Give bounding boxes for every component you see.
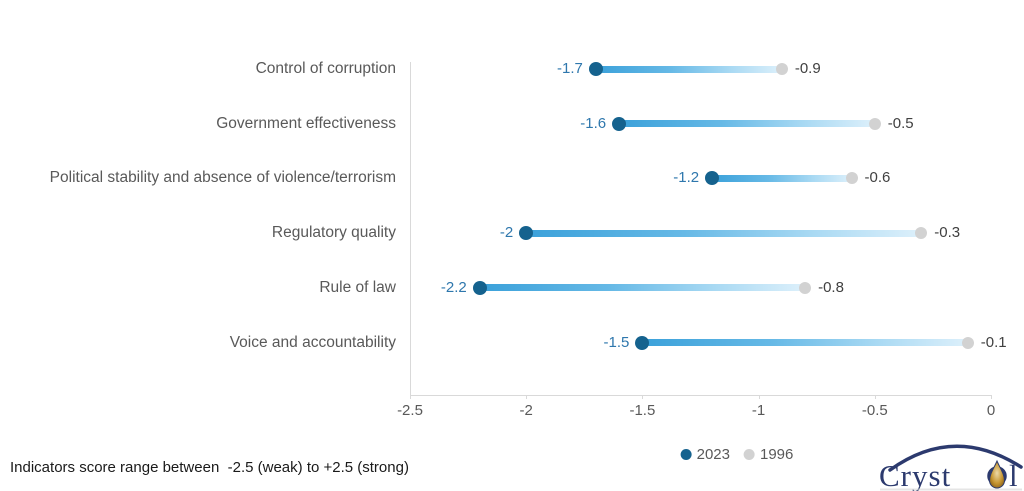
category-label: Rule of law — [319, 278, 396, 296]
dumbbell-connector-bar — [595, 65, 782, 73]
series-2023-dot — [519, 226, 534, 241]
series-1996-value-label: -0.5 — [887, 114, 914, 132]
logo-underline-strip — [880, 488, 1022, 491]
x-axis-tick — [410, 395, 411, 399]
x-axis-tick — [991, 395, 992, 399]
x-axis-tick — [642, 395, 644, 399]
logo-text-prefix: Cryst — [879, 458, 951, 491]
x-axis-tick-label: -1 — [751, 402, 766, 419]
series-1996-value-label: -0.9 — [794, 60, 821, 77]
series-1996-value-label: -0.1 — [980, 333, 1007, 351]
series-2023-value-label: -2 — [499, 224, 514, 242]
x-axis-tick-label: 0 — [986, 402, 996, 419]
dumbbell-connector-bar — [526, 229, 922, 237]
x-axis-line — [410, 395, 992, 396]
logo-oil-drop-icon — [988, 459, 1006, 489]
dumbbell-connector-bar — [642, 339, 968, 346]
series-2023-dot — [705, 171, 720, 186]
series-1996-dot — [961, 336, 974, 349]
series-2023-dot — [612, 116, 627, 131]
chart-legend: 2023 1996 — [680, 446, 793, 463]
series-2023-dot — [635, 335, 650, 350]
legend-dot-icon — [680, 449, 692, 460]
logo-text-suffix: l — [1009, 458, 1018, 491]
series-2023-value-label: -1.7 — [557, 60, 583, 77]
series-2023-dot — [472, 280, 487, 295]
series-1996-dot — [799, 281, 812, 294]
series-1996-dot — [775, 63, 788, 75]
legend-dot-icon — [744, 449, 755, 460]
legend-label: 2023 — [696, 446, 730, 463]
legend-item-2023: 2023 — [680, 446, 730, 463]
legend-item-1996: 1996 — [744, 446, 793, 463]
dumbbell-connector-bar — [619, 120, 875, 128]
series-2023-dot — [588, 62, 603, 76]
score-range-note: Indicators score range between -2.5 (wea… — [10, 459, 409, 476]
legend-label: 1996 — [760, 446, 794, 463]
series-1996-value-label: -0.8 — [818, 278, 844, 296]
logo-swoosh-arc — [888, 444, 1023, 472]
series-1996-value-label: -0.6 — [864, 169, 891, 187]
dumbbell-connector-bar — [479, 284, 806, 292]
x-axis-tick — [874, 395, 876, 399]
category-label: Voice and accountability — [229, 333, 396, 351]
x-axis-tick — [526, 395, 528, 399]
y-axis-line — [410, 62, 411, 395]
category-label: Control of corruption — [255, 60, 396, 77]
category-label: Political stability and absence of viole… — [49, 169, 396, 187]
dumbbell-connector-bar — [712, 174, 852, 182]
x-axis-tick-label: -0.5 — [861, 402, 888, 419]
series-2023-value-label: -2.2 — [440, 278, 467, 296]
x-axis-tick-label: -2 — [519, 402, 533, 419]
series-1996-dot — [845, 172, 858, 185]
series-1996-value-label: -0.3 — [934, 224, 961, 242]
series-1996-dot — [915, 227, 928, 240]
series-1996-dot — [868, 117, 881, 130]
series-2023-value-label: -1.6 — [580, 114, 607, 132]
series-2023-value-label: -1.5 — [603, 333, 630, 351]
x-axis-tick-label: -2.5 — [397, 402, 423, 419]
crystol-logo: Cryst l — [879, 444, 1023, 491]
category-label: Regulatory quality — [271, 224, 396, 242]
x-axis-tick-label: -1.5 — [629, 402, 656, 419]
series-2023-value-label: -1.2 — [673, 169, 700, 187]
x-axis-tick — [758, 395, 760, 399]
category-label: Government effectiveness — [216, 114, 396, 132]
